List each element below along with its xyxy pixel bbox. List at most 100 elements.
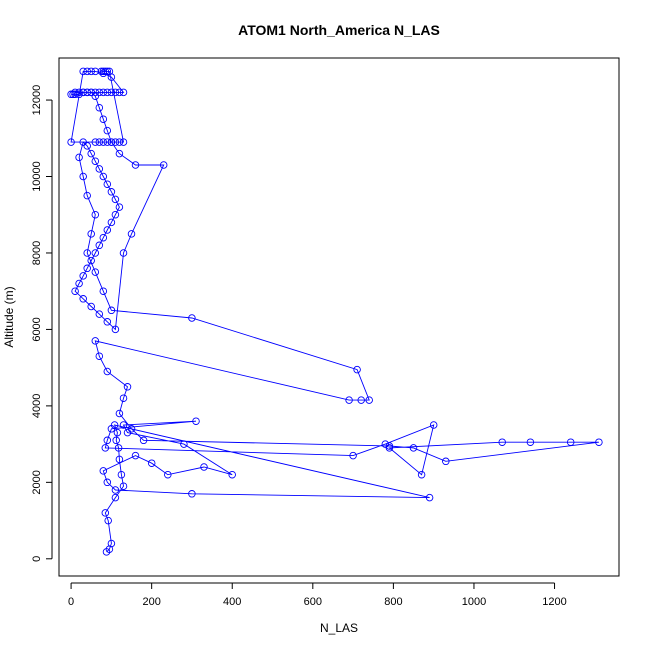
data-point [91,337,100,345]
data-point [103,318,112,326]
data-point [99,115,108,123]
data-point [115,203,124,211]
data-point [91,157,100,165]
data-point [119,88,128,97]
data-point [87,230,95,238]
data-point [99,67,108,76]
data-point [79,67,87,76]
data-point [357,396,365,404]
data-point [429,421,438,429]
data-point [127,425,136,433]
data-point [111,88,120,97]
data-point [91,92,100,100]
data-point [107,88,116,97]
data-point [87,256,95,265]
data-point [87,302,95,311]
data-point [91,268,100,276]
data-point [115,455,124,464]
data-point [95,138,104,146]
data-point [111,210,120,219]
x-tick-label: 200 [142,596,160,608]
data-point [69,90,77,99]
data-point [119,482,128,490]
data-point [107,218,116,227]
data-point [417,470,426,479]
data-point [79,272,87,280]
data-point [111,195,120,204]
data-point [115,88,124,97]
data-point [119,249,128,257]
data-point [79,88,87,97]
data-point [365,396,373,404]
x-tick-label: 1200 [542,596,566,608]
data-point [159,161,168,169]
data-point [95,310,104,318]
y-tick-label: 8000 [31,241,43,265]
y-tick-label: 0 [31,556,43,562]
data-point [105,67,114,76]
data-point [75,279,83,288]
x-tick-label: 400 [223,596,241,608]
data-point [103,226,112,234]
data-point [103,478,112,487]
data-point [409,444,418,452]
data-point [83,142,91,150]
data-point [104,516,112,525]
data-point [566,438,575,446]
data-point [147,459,156,467]
data-point [87,149,95,158]
y-tick-label: 6000 [31,317,43,341]
data-point [115,409,124,418]
x-tick-label: 0 [68,596,74,608]
data-point [107,306,116,315]
data-point [200,463,208,471]
data-point [99,467,108,475]
data-point [95,352,104,360]
data-point [99,138,108,146]
data-point [188,314,196,322]
data-point [111,138,120,146]
data-point [425,493,434,502]
data-point [79,138,87,146]
data-point [119,138,128,146]
data-point [112,436,120,445]
data-point [526,438,535,446]
data-point [107,188,116,196]
data-point [83,249,91,257]
data-point [103,367,112,376]
y-axis-label: Altitude (m) [2,286,16,347]
data-point [87,88,95,97]
data-point [103,138,112,146]
data-point [131,451,140,460]
data-point [97,67,106,76]
data-point [228,470,236,479]
data-point [99,233,108,242]
data-point [75,153,83,162]
data-point [385,444,394,452]
data-point [67,138,75,146]
data-point [117,470,126,479]
data-point [79,172,87,181]
data-point [95,103,104,112]
data-point [115,149,124,158]
data-point [115,138,124,146]
data-point [381,440,390,448]
y-axis: 0 2000 4000 6000 8000 10000 12000 [31,85,53,562]
data-point [99,287,108,295]
data-point [385,442,394,450]
data-point [107,425,116,433]
data-point [79,295,87,303]
data-point [71,287,79,295]
data-point [103,67,112,76]
data-point [353,365,361,374]
data-point [91,210,100,219]
data-point [111,486,120,494]
data-point [99,88,108,97]
data-point [139,436,148,445]
data-point [119,394,128,402]
x-axis: 0 200 400 600 800 1000 1200 [68,582,567,608]
data-point [103,436,112,445]
data-point [442,457,450,466]
data-point [595,438,603,446]
data-point [345,396,353,404]
